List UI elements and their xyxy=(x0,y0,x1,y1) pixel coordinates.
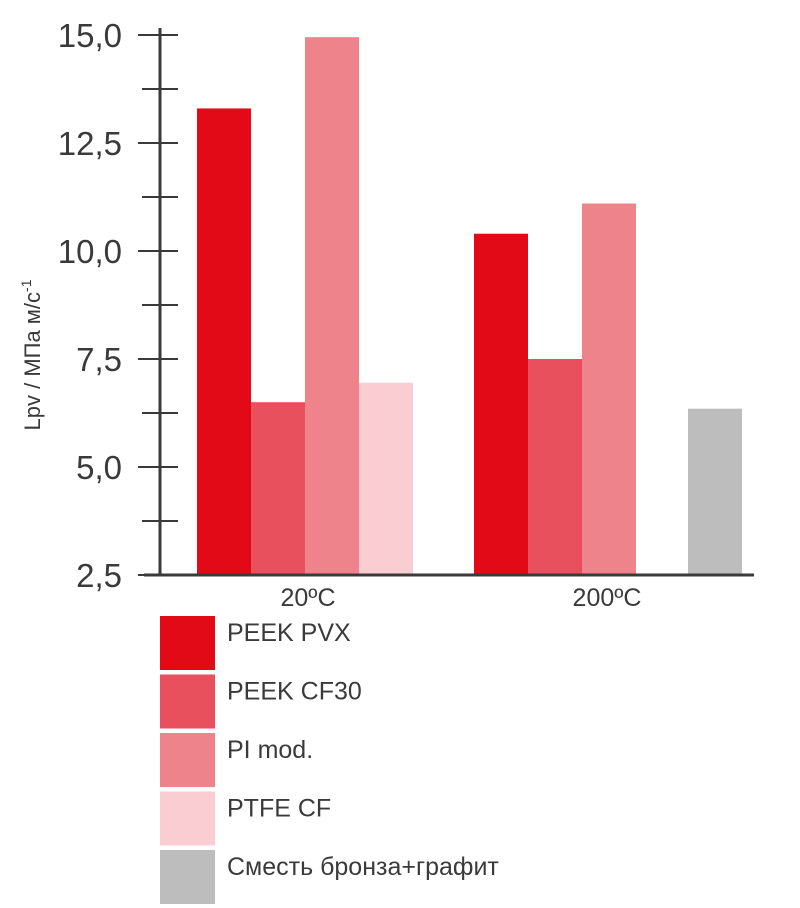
legend-swatch xyxy=(160,850,215,904)
y-tick-label: 10,0 xyxy=(58,233,122,270)
legend-swatch xyxy=(160,791,215,846)
legend-swatch xyxy=(160,616,215,670)
legend-swatch xyxy=(160,674,215,729)
bar-pi-mod--200c xyxy=(582,203,636,576)
bar-peek-pvx-200c xyxy=(474,233,528,575)
bar-pi-mod--20c xyxy=(305,37,359,576)
x-category-label: 20ºC xyxy=(281,584,336,612)
legend-swatch xyxy=(160,733,215,787)
legend-label: PTFE CF xyxy=(227,795,331,823)
y-tick-labels: 15,0 12,5 10,0 7,5 5,0 2,5 xyxy=(58,17,122,594)
legend-label: Сместь бронза+графит xyxy=(227,853,499,881)
bar-peek-pvx-20c xyxy=(197,108,251,575)
y-tick-label: 2,5 xyxy=(76,557,122,594)
x-category-label: 200ºC xyxy=(573,584,642,612)
y-tick-label: 7,5 xyxy=(76,341,122,378)
bar-peek-cf30-200c xyxy=(528,359,582,575)
axes xyxy=(144,28,754,577)
legend-label: PI mod. xyxy=(227,736,313,764)
bars xyxy=(197,37,742,576)
bar-ptfe-cf-20c xyxy=(359,382,413,575)
y-tick-label: 15,0 xyxy=(58,17,122,54)
y-axis-ticks xyxy=(138,34,178,576)
y-axis-label-superscript: -1 xyxy=(18,279,34,292)
legend: PEEK PVX PEEK CF30 PI mod. PTFE CF Сместь бр… xyxy=(160,616,499,904)
y-axis-label-text: Lpv / МПа м/с xyxy=(20,292,45,431)
legend-label: PEEK PVX xyxy=(227,619,351,647)
y-tick-label: 5,0 xyxy=(76,449,122,486)
legend-label: PEEK CF30 xyxy=(227,678,362,706)
y-tick-label: 12,5 xyxy=(58,125,122,162)
bar-peek-cf30-20c xyxy=(251,402,305,575)
x-category-labels: 20ºC 200ºC xyxy=(281,584,642,612)
bar-сместь-бронза-графит-200c xyxy=(688,408,742,575)
y-axis-label: Lpv / МПа м/с-1 xyxy=(18,279,45,430)
